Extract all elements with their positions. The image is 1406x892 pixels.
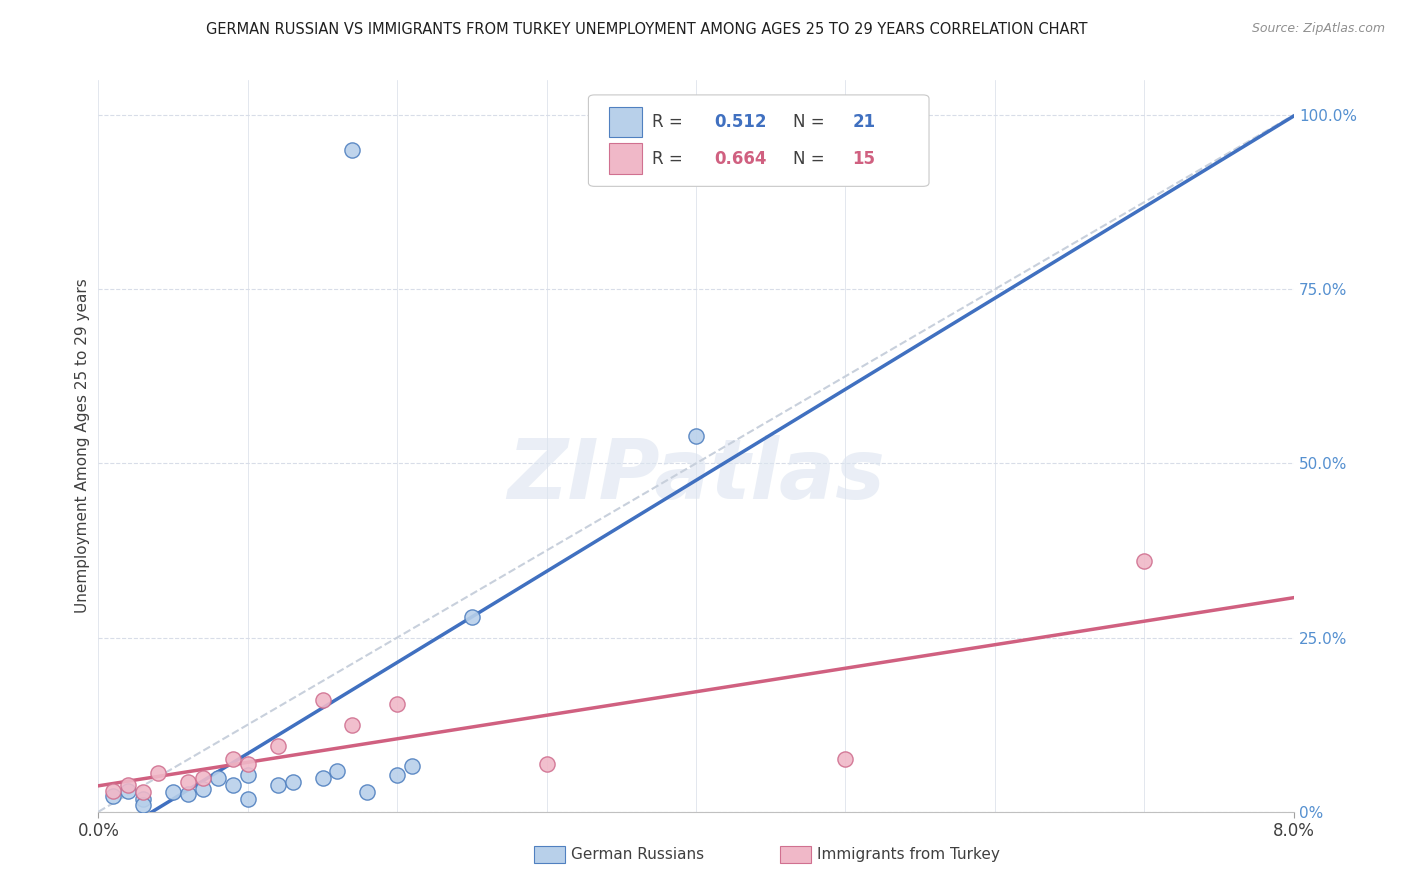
- Point: [236, 792, 259, 806]
- Point: [536, 757, 558, 772]
- Text: Immigrants from Turkey: Immigrants from Turkey: [817, 847, 1000, 862]
- Point: [117, 784, 139, 798]
- Point: [236, 768, 259, 782]
- Point: [207, 772, 229, 786]
- Text: GERMAN RUSSIAN VS IMMIGRANTS FROM TURKEY UNEMPLOYMENT AMONG AGES 25 TO 29 YEARS : GERMAN RUSSIAN VS IMMIGRANTS FROM TURKEY…: [207, 22, 1087, 37]
- Point: [326, 764, 349, 779]
- Point: [356, 785, 378, 799]
- Text: German Russians: German Russians: [571, 847, 704, 862]
- Text: 0.512: 0.512: [714, 113, 766, 131]
- Point: [148, 766, 170, 780]
- Point: [1133, 554, 1156, 568]
- Text: 15: 15: [852, 150, 876, 168]
- Text: R =: R =: [652, 113, 688, 131]
- Text: 0.664: 0.664: [714, 150, 766, 168]
- Text: Source: ZipAtlas.com: Source: ZipAtlas.com: [1251, 22, 1385, 36]
- Point: [162, 785, 184, 799]
- Text: 21: 21: [852, 113, 876, 131]
- Text: N =: N =: [793, 113, 830, 131]
- Point: [267, 778, 290, 792]
- Point: [281, 775, 304, 789]
- Point: [103, 784, 125, 798]
- Point: [401, 759, 423, 773]
- Point: [685, 428, 707, 442]
- Point: [103, 789, 125, 804]
- Point: [342, 717, 364, 731]
- Point: [132, 797, 155, 812]
- Point: [222, 778, 245, 792]
- Point: [311, 772, 333, 786]
- Point: [191, 782, 214, 797]
- Point: [177, 775, 200, 789]
- Point: [461, 609, 484, 624]
- Point: [834, 752, 856, 766]
- Point: [222, 752, 245, 766]
- Text: N =: N =: [793, 150, 830, 168]
- Point: [132, 792, 155, 806]
- Y-axis label: Unemployment Among Ages 25 to 29 years: Unemployment Among Ages 25 to 29 years: [75, 278, 90, 614]
- Point: [177, 787, 200, 801]
- Point: [132, 785, 155, 799]
- Point: [117, 778, 139, 792]
- Point: [191, 772, 214, 786]
- Point: [236, 757, 259, 772]
- Point: [385, 768, 409, 782]
- FancyBboxPatch shape: [588, 95, 929, 186]
- Point: [267, 739, 290, 753]
- Point: [385, 697, 409, 711]
- Point: [342, 143, 364, 157]
- FancyBboxPatch shape: [609, 144, 643, 174]
- FancyBboxPatch shape: [609, 107, 643, 137]
- Text: ZIPatlas: ZIPatlas: [508, 434, 884, 516]
- Text: R =: R =: [652, 150, 688, 168]
- Point: [311, 693, 333, 707]
